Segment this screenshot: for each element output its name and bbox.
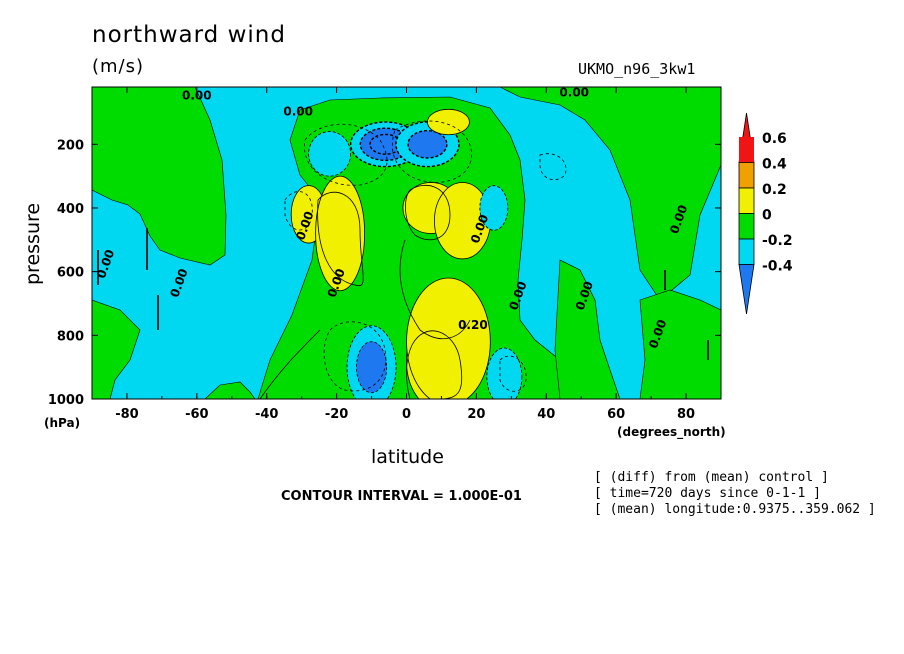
y-tick-label-0: 200 xyxy=(57,138,84,153)
legend-label-3: 0 xyxy=(762,208,772,224)
negative-contours xyxy=(284,120,567,392)
filaments xyxy=(97,228,709,360)
y-axis-label: pressure xyxy=(22,202,44,285)
colorbar-legend: 0.6 0.4 0.2 0 -0.2 -0.4 xyxy=(738,112,793,315)
y-tick-label-4: 1000 xyxy=(48,393,84,408)
x-tick-label-6: 40 xyxy=(537,407,555,422)
x-axis-label: latitude xyxy=(371,446,444,468)
region-north-mid xyxy=(554,259,621,399)
legend-label-4: -0.2 xyxy=(762,233,793,249)
x-tick-label-7: 60 xyxy=(607,407,625,422)
legend-band-2 xyxy=(738,187,755,214)
anomaly-blob-10-level-0 xyxy=(308,131,352,177)
legend-label-1: 0.4 xyxy=(762,157,787,173)
anomaly-layer xyxy=(290,108,523,399)
run-label: UKMO_n96_3kw1 xyxy=(578,60,696,78)
anomaly-blob-8-level-1 xyxy=(407,129,448,159)
legend-band-5 xyxy=(738,264,755,315)
x-tick-label-3: -20 xyxy=(325,407,349,422)
chart-units: (m/s) xyxy=(92,56,145,77)
legend-band-3 xyxy=(738,213,755,240)
y-tick-label-3: 800 xyxy=(57,329,84,344)
contour-interval: CONTOUR INTERVAL = 1.000E-01 xyxy=(281,489,522,504)
x-axis: -80 -60 -40 -20 0 20 40 60 80 xyxy=(91,87,722,422)
x-tick-label-1: -60 xyxy=(185,407,209,422)
y-axis-unit: (hPa) xyxy=(44,416,81,430)
meta-longitude: [ (mean) longitude:0.9375..359.062 ] xyxy=(594,502,876,517)
contour-label-1: 0.00 xyxy=(283,105,313,119)
plot-area xyxy=(92,87,721,399)
region-north-polar xyxy=(639,289,721,399)
x-tick-label-4: 0 xyxy=(402,407,411,422)
x-tick-label-5: 20 xyxy=(467,407,485,422)
contour-label-2: 0.00 xyxy=(559,86,589,100)
legend-band-fill-0 xyxy=(739,137,754,163)
region-north-high xyxy=(499,87,721,301)
legend-label-5: -0.4 xyxy=(762,259,793,275)
legend-band-1 xyxy=(738,162,755,189)
anomaly-blob-1-level-0 xyxy=(315,175,366,292)
anomaly-blob-11-level-1 xyxy=(356,341,388,394)
x-tick-label-0: -80 xyxy=(115,407,139,422)
chart-title: northward wind xyxy=(92,22,286,48)
x-tick-label-2: -40 xyxy=(255,407,279,422)
y-tick-label-2: 600 xyxy=(57,266,84,281)
legend-band-4 xyxy=(738,238,755,265)
contour-label-12: 0.20 xyxy=(458,318,488,332)
anomaly-blob-9-level-0 xyxy=(427,108,470,136)
x-axis-unit: (degrees_north) xyxy=(617,425,726,439)
y-tick-label-1: 400 xyxy=(57,202,84,217)
y-axis: 200 400 600 800 1000 xyxy=(48,138,721,408)
region-south-polar xyxy=(92,299,141,399)
meta-diff: [ (diff) from (mean) control ] xyxy=(594,470,829,485)
legend-label-2: 0.2 xyxy=(762,182,787,198)
region-south-upper xyxy=(92,87,227,266)
anomaly-blob-13-level-0 xyxy=(479,185,509,231)
positive-contours xyxy=(259,184,471,399)
legend-label-0: 0.6 xyxy=(762,131,787,147)
x-tick-label-8: 80 xyxy=(677,407,695,422)
contour-label-0: 0.00 xyxy=(182,89,212,103)
region-southern-edge xyxy=(204,381,256,399)
anomaly-blob-6-level-0 xyxy=(406,277,491,399)
anomaly-blob-12-level-0 xyxy=(486,347,523,399)
meta-time: [ time=720 days since 0-1-1 ] xyxy=(594,486,821,501)
